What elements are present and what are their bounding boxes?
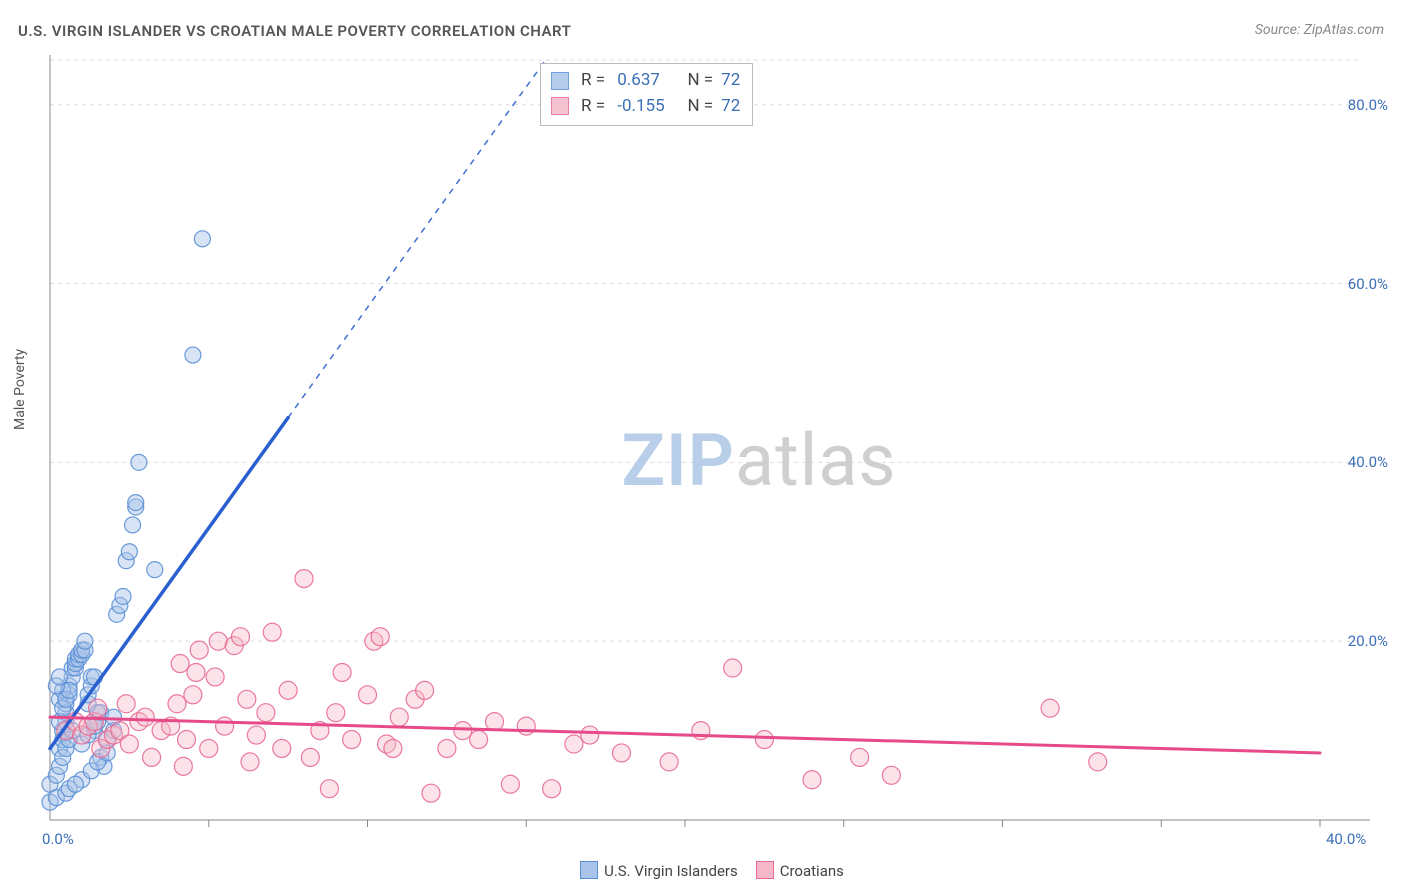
stats-swatch <box>551 97 569 115</box>
stats-n-label: N = <box>679 68 713 94</box>
stats-r-label: R = <box>581 68 605 94</box>
stats-r-label: R = <box>581 94 605 120</box>
legend-label: U.S. Virgin Islanders <box>604 862 738 880</box>
x-axis-max-label: 40.0% <box>1326 830 1366 848</box>
stats-n-value: 72 <box>721 94 740 120</box>
stats-n-label: N = <box>679 94 713 120</box>
y-tick-label: 40.0% <box>1348 453 1388 471</box>
x-axis-min-label: 0.0% <box>42 830 74 848</box>
stats-swatch <box>551 72 569 90</box>
stats-r-value: -0.155 <box>613 94 671 120</box>
y-tick-label: 80.0% <box>1348 96 1388 114</box>
legend-swatch <box>580 861 598 879</box>
stats-row: R = -0.155 N = 72 <box>551 94 740 120</box>
stats-row: R = 0.637 N = 72 <box>551 68 740 94</box>
stats-legend-box: R = 0.637 N = 72 R = -0.155 N = 72 <box>540 63 753 126</box>
legend-label: Croatians <box>780 862 844 880</box>
legend-bottom: U.S. Virgin Islanders Croatians <box>0 861 1406 880</box>
y-tick-label: 60.0% <box>1348 275 1388 293</box>
stats-r-value: 0.637 <box>613 68 671 94</box>
y-tick-label: 20.0% <box>1348 632 1388 650</box>
legend-swatch <box>756 861 774 879</box>
stats-n-value: 72 <box>721 68 740 94</box>
scatter-chart <box>0 0 1406 892</box>
